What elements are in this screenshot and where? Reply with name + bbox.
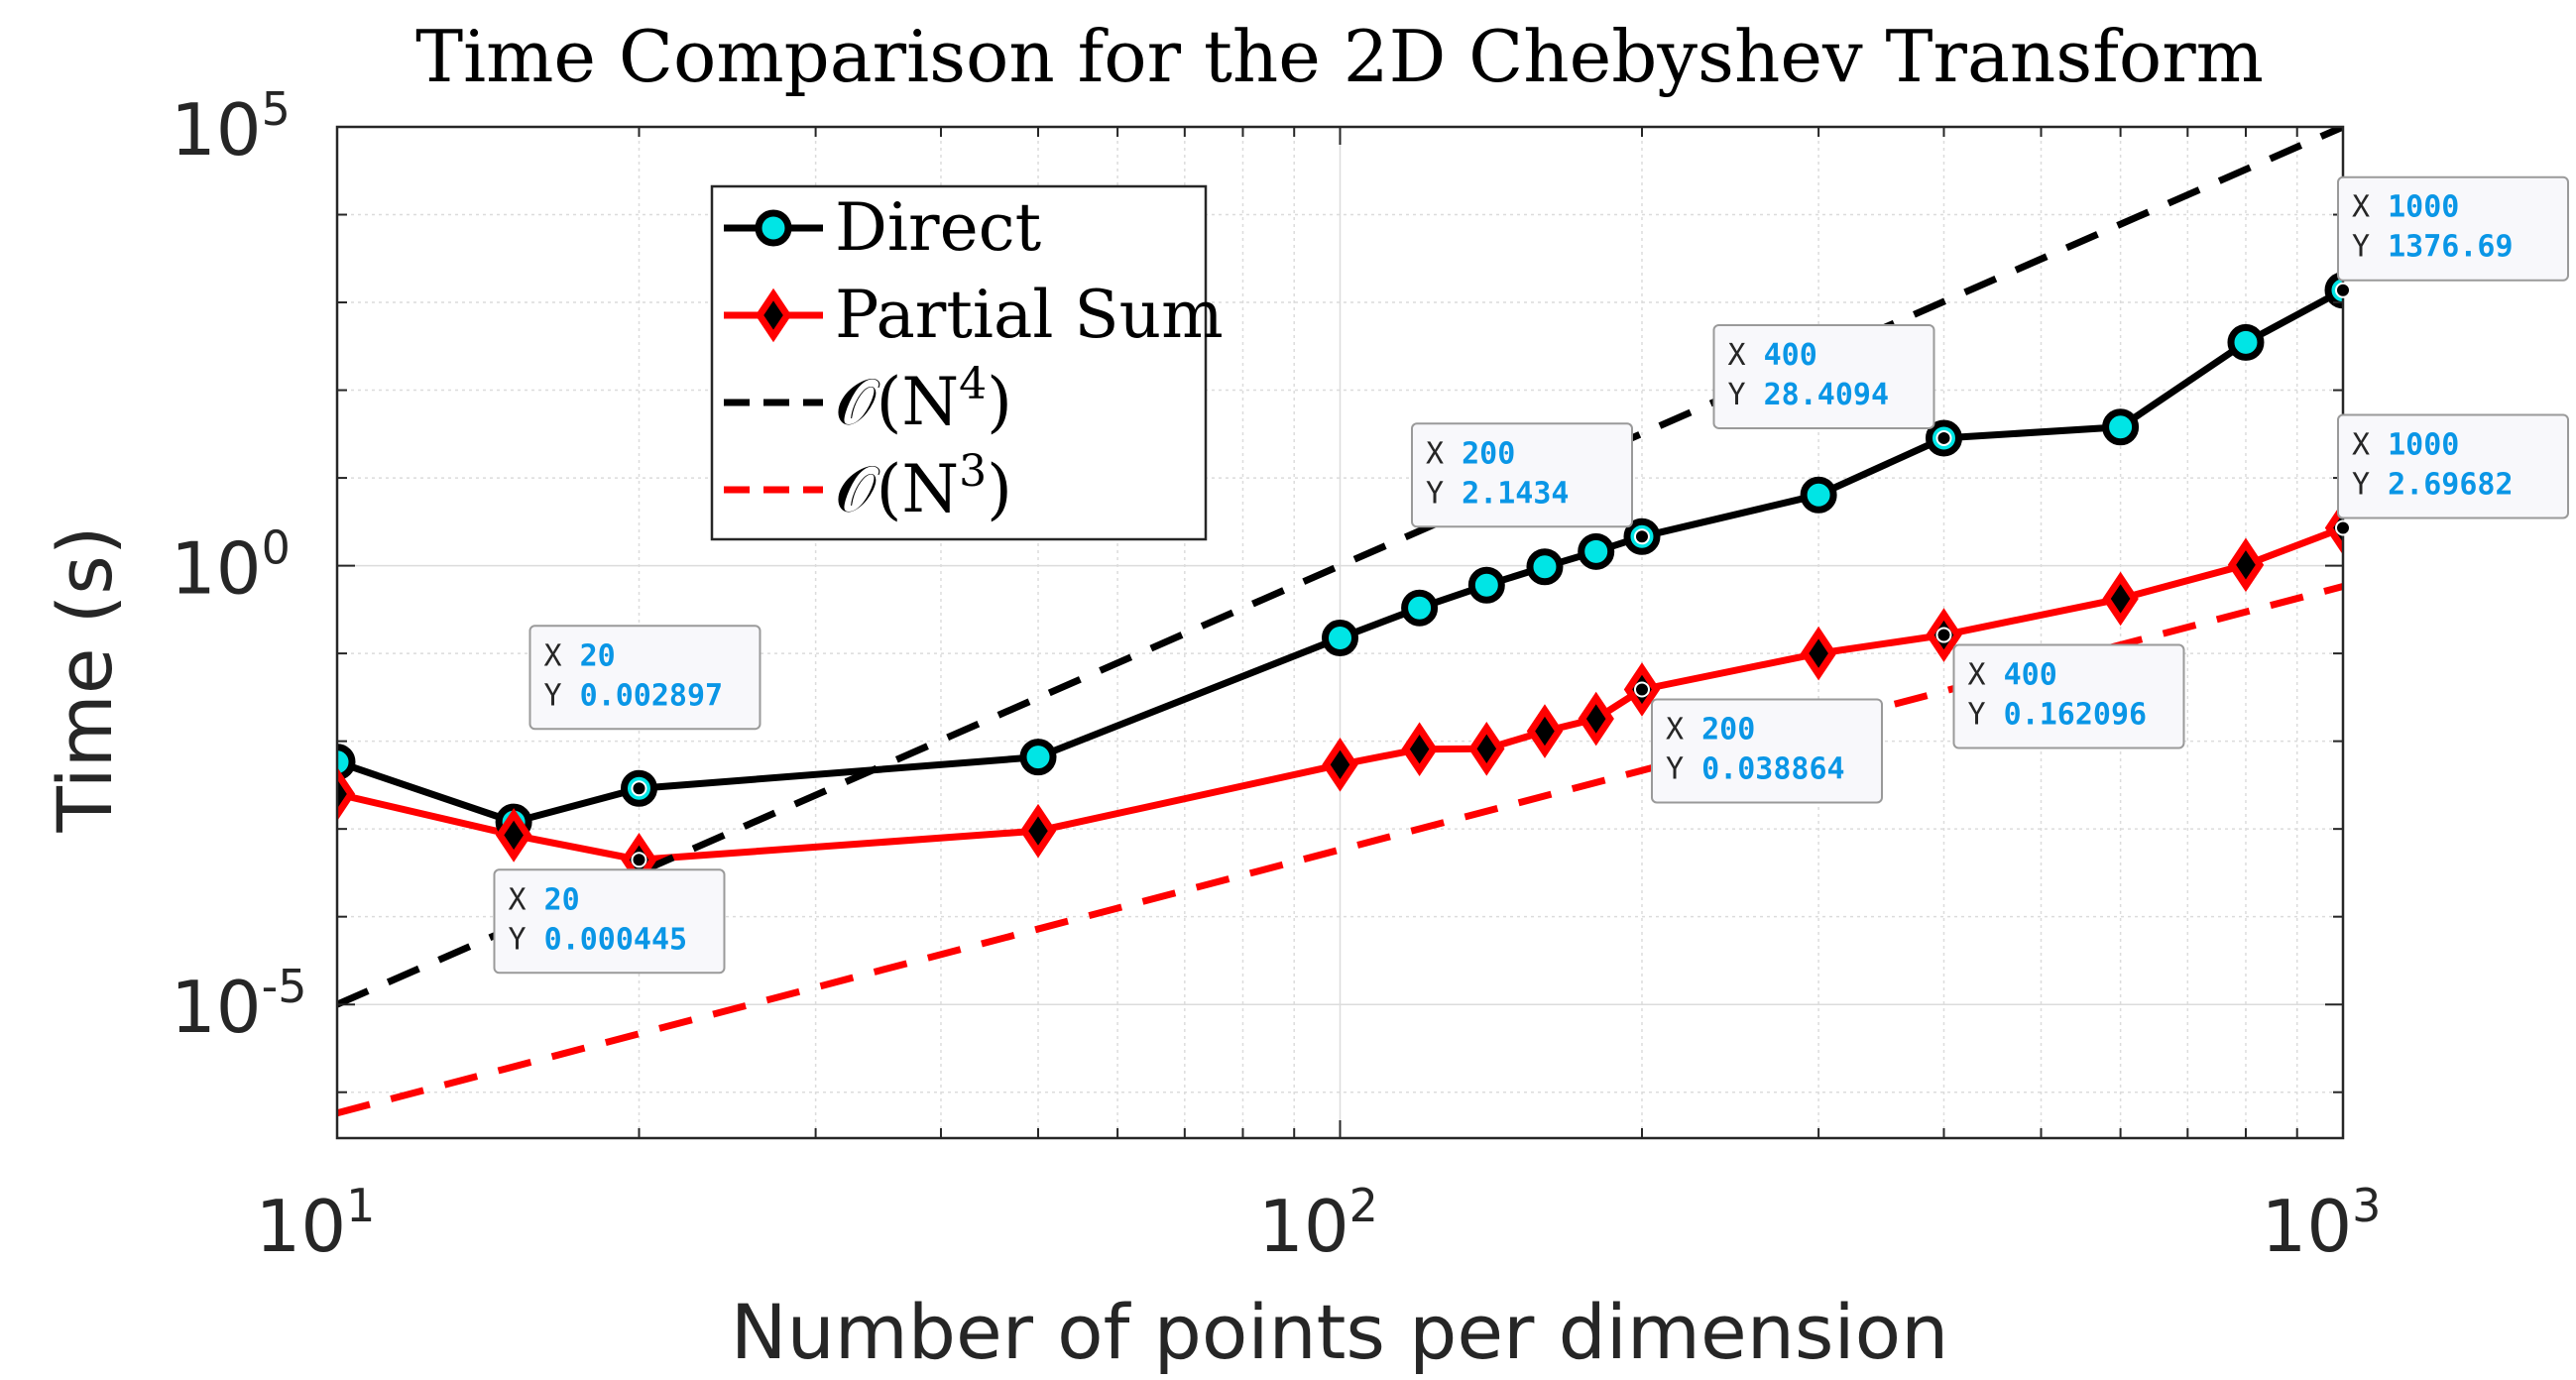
partial-sum-marker	[1019, 803, 1057, 859]
direct-marker	[1401, 589, 1439, 627]
legend-label: 𝒪(N4)	[835, 359, 1012, 440]
direct-marker	[1526, 548, 1564, 586]
data-tip-anchor	[1633, 528, 1650, 545]
data-tip-y: Y 0.162096	[1967, 698, 2147, 733]
data-tip-y: Y 0.000445	[508, 922, 687, 957]
legend-marker-circle	[755, 209, 792, 247]
partial-sum-marker	[1800, 626, 1837, 681]
data-tip: X 400 Y 0.162096	[1952, 643, 2185, 749]
data-tip-x: X 200	[1426, 436, 1515, 471]
direct-marker	[1019, 739, 1057, 776]
data-tip-x: X 1000	[2352, 190, 2459, 225]
legend-label: Direct	[835, 189, 1041, 266]
data-tip: X 20 Y 0.002897	[528, 625, 761, 731]
partial-sum-marker	[1526, 704, 1564, 758]
data-tip-x: X 200	[1666, 712, 1755, 747]
chart-title: Time Comparison for the 2D Chebyshev Tra…	[415, 15, 2264, 98]
data-tip: X 400 Y 28.4094	[1712, 323, 1935, 429]
data-tip-y: Y 2.1434	[1426, 476, 1570, 511]
x-axis-label: Number of points per dimension	[731, 1288, 1949, 1376]
data-tip-anchor	[631, 780, 647, 797]
legend-marker-diamond	[755, 288, 792, 343]
data-tip-box	[2337, 413, 2569, 519]
data-tip-box	[493, 868, 726, 975]
partial-sum-marker	[1578, 691, 1614, 747]
data-tip-x: X 400	[1727, 338, 1816, 373]
data-tip-box	[1712, 323, 1935, 429]
data-tip-y: Y 1376.69	[2352, 230, 2514, 265]
direct-marker	[337, 744, 356, 781]
partial-sum-marker	[2102, 571, 2139, 627]
data-tip-box	[528, 625, 761, 731]
y-tick-label: 10-5	[171, 960, 307, 1049]
legend-label: Partial Sum	[835, 277, 1224, 353]
direct-marker	[2227, 323, 2265, 361]
data-tip-x: X 400	[1967, 658, 2056, 693]
data-tip-box	[1410, 422, 1633, 528]
partial-sum-marker	[1322, 738, 1358, 792]
direct-marker	[1322, 620, 1358, 657]
data-tip: X 20 Y 0.000445	[493, 868, 726, 975]
data-tip: X 1000 Y 2.69682	[2337, 413, 2569, 519]
data-tip-y: Y 28.4094	[1727, 378, 1889, 412]
data-tip-anchor	[2335, 282, 2351, 298]
data-tip-y: Y 0.038864	[1666, 751, 1845, 786]
data-tip-box	[1952, 643, 2185, 749]
partial-sum-marker	[495, 808, 532, 862]
data-tip: X 200 Y 0.038864	[1650, 698, 1883, 804]
direct-marker	[1467, 566, 1505, 604]
data-tip-x: X 20	[508, 882, 579, 917]
data-tip-anchor	[631, 852, 647, 868]
legend-box	[710, 184, 1208, 541]
direct-marker	[1800, 476, 1837, 514]
data-tip-y: Y 0.002897	[543, 678, 723, 713]
data-tip-x: X 1000	[2352, 427, 2459, 462]
x-tick-label: 102	[1258, 1179, 1378, 1268]
y-tick-label: 105	[171, 82, 291, 172]
x-tick-label: 101	[256, 1179, 376, 1268]
direct-marker	[2102, 408, 2140, 446]
data-tip-anchor	[1935, 429, 1952, 446]
partial-sum-marker	[337, 766, 356, 822]
partial-sum-marker	[1401, 722, 1438, 777]
data-tip-box	[1650, 698, 1883, 804]
data-tip-y: Y 2.69682	[2352, 467, 2514, 502]
data-tip-x: X 20	[543, 638, 615, 673]
data-tip-box	[2337, 175, 2569, 282]
x-tick-label: 103	[2262, 1179, 2382, 1268]
y-axis-label: Time (s)	[41, 525, 129, 833]
y-tick-label: 100	[171, 521, 291, 611]
data-tip: X 1000 Y 1376.69	[2337, 175, 2569, 282]
direct-marker	[1578, 532, 1615, 570]
data-tip-anchor	[1633, 681, 1650, 698]
data-tip-anchor	[1935, 627, 1952, 643]
partial-sum-marker	[2227, 537, 2265, 593]
partial-sum-marker	[1468, 721, 1505, 776]
data-tip: X 200 Y 2.1434	[1410, 422, 1633, 528]
data-tip-anchor	[2335, 519, 2351, 536]
series-line-2	[337, 127, 2343, 1008]
data-tips: X 20 Y 0.002897 X 20 Y 0.000445 X 200 Y 2.143…	[493, 175, 2569, 975]
